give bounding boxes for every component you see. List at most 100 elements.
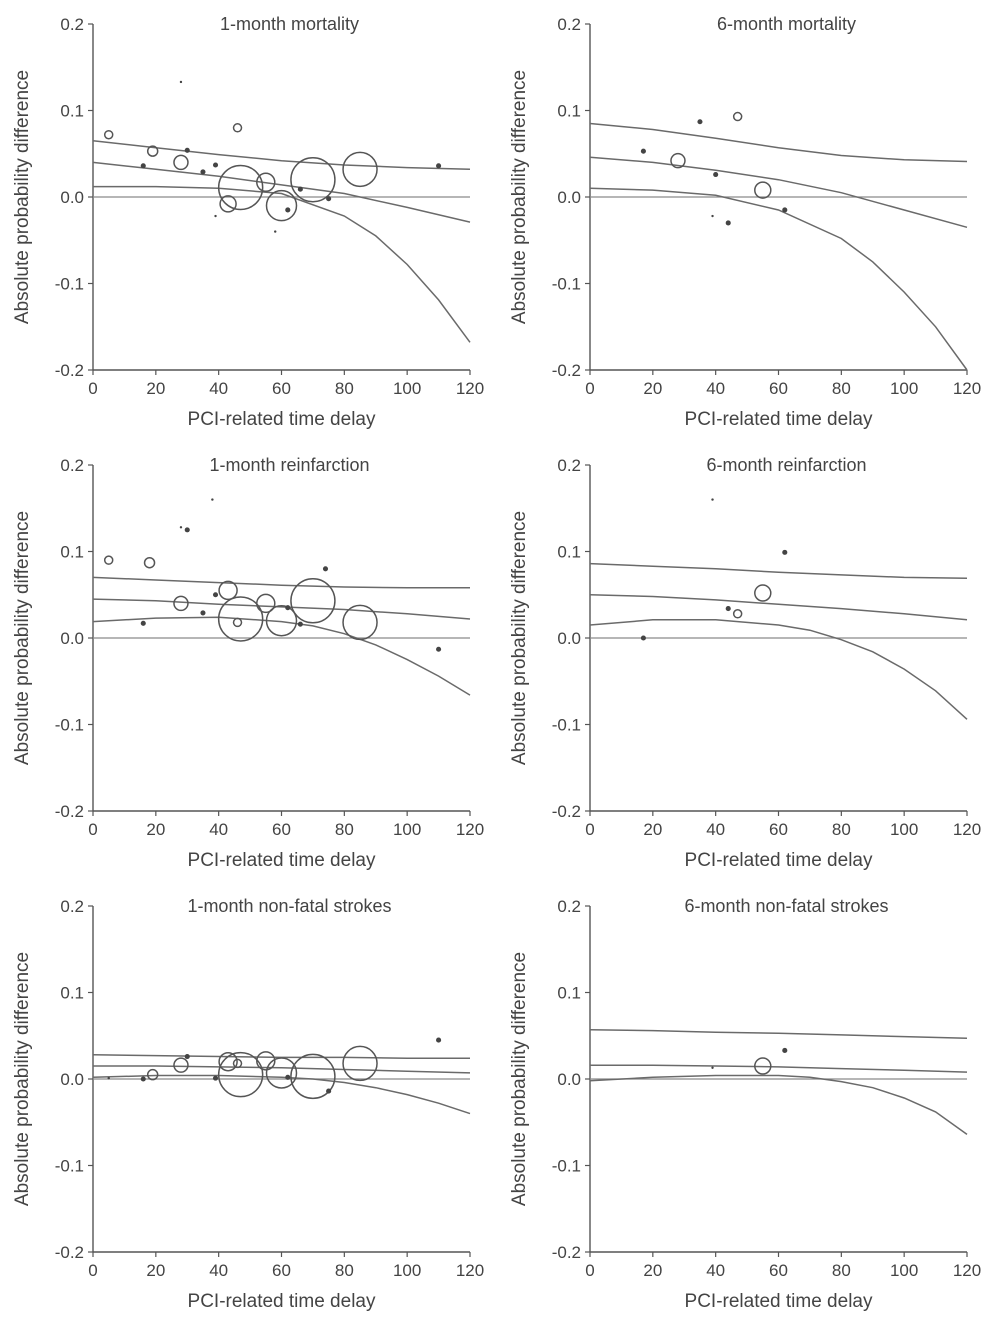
data-point-solid <box>436 163 442 169</box>
curve-fit <box>589 594 968 621</box>
x-tick-label: 120 <box>953 379 981 398</box>
x-tick-label: 100 <box>890 1261 918 1280</box>
data-point-open <box>754 1057 772 1075</box>
curve-lower <box>589 619 968 720</box>
data-point-solid <box>274 230 277 233</box>
chart-title: 1-month mortality <box>220 14 359 34</box>
data-point-solid <box>184 147 190 153</box>
x-axis-label: PCI-related time delay <box>685 409 873 430</box>
data-point-open <box>232 617 243 628</box>
x-tick-label: 20 <box>643 820 662 839</box>
data-point-solid <box>697 119 703 125</box>
y-tick-label: 0.2 <box>557 897 581 916</box>
y-tick-label: 0.2 <box>60 456 84 475</box>
y-tick-label: -0.2 <box>55 802 84 821</box>
data-point-solid <box>214 214 217 218</box>
data-point-open <box>256 172 276 193</box>
data-point-solid <box>782 207 788 213</box>
x-tick-label: 120 <box>456 379 484 398</box>
curve-lower <box>589 187 968 371</box>
data-point-solid <box>200 610 206 616</box>
chart-1-month-reinfarction: 0.2 0.1 0.0 -0.1 -0.20 20 40 60 80 100 120 PCI-rela… <box>12 455 484 871</box>
panel-1-month-reinfarction: 0.2 0.1 0.0 -0.1 -0.2 0 20 40 60 80 100 120 PCI-rela… <box>0 441 497 881</box>
y-tick-label: 0.0 <box>60 188 84 207</box>
curve-lower <box>92 1074 471 1115</box>
x-axis-label: PCI-related time delay <box>685 850 873 871</box>
chart-title: 1-month non-fatal strokes <box>187 896 391 916</box>
x-tick-label: 0 <box>585 379 594 398</box>
curve-upper <box>589 1028 968 1040</box>
x-axis-label: PCI-related time delay <box>188 850 376 871</box>
data-point-solid <box>713 171 719 178</box>
curve-upper <box>589 122 968 163</box>
y-tick-label: 0.1 <box>60 984 84 1003</box>
x-tick-label: 0 <box>88 379 97 398</box>
x-tick-label: 20 <box>146 820 165 839</box>
x-tick-label: 20 <box>643 379 662 398</box>
x-tick-label: 120 <box>953 1261 981 1280</box>
x-tick-label: 80 <box>832 1261 851 1280</box>
data-point-solid <box>184 1053 190 1060</box>
data-point-open <box>173 1057 189 1073</box>
data-point-open <box>256 1051 276 1071</box>
y-axis-label: Absolute probability difference <box>12 511 33 765</box>
data-point-open <box>103 555 114 565</box>
data-point-solid <box>140 620 146 626</box>
x-tick-label: 60 <box>272 379 291 398</box>
curve-upper <box>92 576 470 589</box>
x-tick-label: 20 <box>643 1261 662 1280</box>
data-point-solid <box>782 1047 788 1054</box>
curve-upper <box>589 562 968 580</box>
x-tick-label: 100 <box>393 820 421 839</box>
data-point-solid <box>711 214 714 218</box>
curve-lower <box>92 616 471 696</box>
data-point-solid <box>212 1075 219 1081</box>
data-point-open <box>146 1068 159 1081</box>
y-tick-label: 0.0 <box>557 1070 581 1089</box>
data-point-open <box>670 152 686 169</box>
y-tick-label: 0.2 <box>60 897 84 916</box>
data-point-open <box>232 123 243 133</box>
y-tick-label: 0.1 <box>60 543 84 562</box>
x-tick-label: 40 <box>209 1261 228 1280</box>
y-tick-label: 0.1 <box>557 984 581 1003</box>
x-tick-label: 40 <box>706 820 725 839</box>
x-tick-label: 60 <box>272 1261 291 1280</box>
chart-6-month-mortality: 0.2 0.1 0.0 -0.1 -0.20 20 40 60 80 100 120 PCI-rela… <box>509 14 981 430</box>
data-point-solid <box>140 163 146 169</box>
x-tick-label: 60 <box>769 379 788 398</box>
y-tick-label: 0.0 <box>557 629 581 648</box>
data-point-open <box>217 164 264 211</box>
data-point-open <box>265 604 298 637</box>
x-tick-label: 120 <box>456 1261 484 1280</box>
y-tick-label: -0.1 <box>552 716 581 735</box>
data-point-solid <box>285 605 291 611</box>
panel-6-month-mortality: 0.2 0.1 0.0 -0.1 -0.2 0 20 40 60 80 100 120 PCI-rela… <box>497 0 994 440</box>
y-tick-label: 0.0 <box>557 188 581 207</box>
x-tick-label: 40 <box>209 820 228 839</box>
curve-fit <box>92 598 471 620</box>
data-point-solid <box>285 207 291 213</box>
data-point-solid <box>322 566 329 572</box>
data-point-open <box>146 145 159 157</box>
x-tick-label: 100 <box>393 1261 421 1280</box>
data-point-open <box>265 189 298 222</box>
y-tick-label: 0.0 <box>60 1070 84 1089</box>
curve-fit <box>92 161 471 223</box>
y-tick-label: -0.1 <box>552 275 581 294</box>
x-tick-label: 60 <box>769 820 788 839</box>
data-point-open <box>218 1051 238 1072</box>
curve-lower <box>589 1074 968 1136</box>
data-point-open <box>219 195 237 213</box>
y-tick-label: -0.1 <box>55 275 84 294</box>
x-tick-label: 0 <box>88 820 97 839</box>
y-tick-label: -0.2 <box>55 1243 84 1262</box>
chart-title: 1-month reinfarction <box>209 455 369 475</box>
data-point-open <box>290 156 336 203</box>
data-point-open <box>290 1053 336 1100</box>
data-point-open <box>232 1058 243 1069</box>
data-point-open <box>103 129 114 140</box>
data-point-open <box>173 595 189 612</box>
y-tick-label: -0.1 <box>55 716 84 735</box>
y-tick-label: 0.2 <box>60 15 84 34</box>
